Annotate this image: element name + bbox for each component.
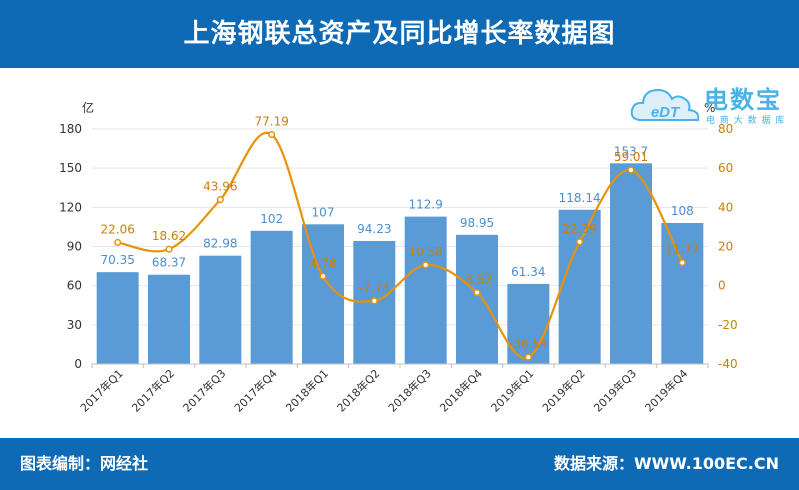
line-point <box>524 353 532 361</box>
right-tick-label: 0 <box>718 279 726 293</box>
bar-series <box>96 163 704 364</box>
left-tick-label: 180 <box>59 122 82 136</box>
left-axis-unit: 亿 <box>82 100 94 115</box>
page-title: 上海钢联总资产及同比增长率数据图 <box>183 19 616 49</box>
bar-value-label: 82.98 <box>203 237 237 251</box>
line-value-label: 59.01 <box>614 150 648 164</box>
line-point <box>370 297 378 305</box>
right-tick-label: -40 <box>718 357 738 371</box>
category-label: 2017年Q2 <box>129 366 178 415</box>
left-tick-label: 60 <box>67 279 82 293</box>
line-point <box>678 259 686 267</box>
line-value-label: 11.77 <box>665 243 699 257</box>
edt-logo: eDT 电数宝 电 商 大 数 据 库 <box>628 74 798 134</box>
line-point <box>576 238 584 246</box>
line-value-label: 22.06 <box>100 222 134 236</box>
bar <box>96 272 139 364</box>
bar-value-label: 98.95 <box>460 216 494 230</box>
line-value-label: 4.78 <box>310 256 337 270</box>
bar <box>558 209 601 364</box>
category-label: 2019年Q3 <box>591 366 640 415</box>
bar <box>610 163 652 364</box>
bar <box>148 274 190 364</box>
bar-value-label: 102 <box>260 212 283 226</box>
grid-lines <box>92 128 708 326</box>
bar <box>661 223 704 364</box>
category-label: 2017年Q3 <box>180 366 229 415</box>
line-value-label: -7.74 <box>359 281 390 295</box>
right-tick-label: 80 <box>718 122 733 136</box>
bar-value-label: 108 <box>671 204 694 218</box>
line-point <box>627 166 635 174</box>
line-value-label: 77.19 <box>254 115 288 129</box>
category-label: 2018年Q3 <box>385 366 434 415</box>
line-point <box>473 289 481 297</box>
bar-value-label: 153.7 <box>614 144 648 158</box>
category-label: 2018年Q1 <box>283 366 332 415</box>
bar-value-label: 112.9 <box>408 198 442 212</box>
right-axis-unit: % <box>704 101 715 115</box>
footer-bar: 图表编制：网经社 数据来源：WWW.100EC.CN <box>0 438 799 490</box>
bar <box>199 255 242 364</box>
right-tick-label: -20 <box>718 318 738 332</box>
bar-value-label: 94.23 <box>357 222 391 236</box>
right-tick-label: 40 <box>718 200 733 214</box>
line-value-label: 43.96 <box>203 180 237 194</box>
category-label: 2019年Q4 <box>642 366 691 415</box>
left-tick-label: 150 <box>59 161 82 175</box>
bar-value-label: 68.37 <box>152 256 186 270</box>
left-tick-label: 0 <box>74 357 82 371</box>
bar <box>250 230 293 364</box>
line-point <box>268 130 276 139</box>
bar-value-label: 118.14 <box>559 191 601 205</box>
header-bar: 上海钢联总资产及同比增长率数据图 <box>0 0 799 68</box>
cloud-logo-icon: eDT <box>630 88 700 121</box>
category-label: 2018年Q4 <box>437 366 486 415</box>
footer-credit: 图表编制：网经社 <box>20 454 149 473</box>
line-point <box>114 238 122 247</box>
logo-brand: 电数宝 <box>704 86 782 114</box>
right-tick-label: 60 <box>718 161 733 175</box>
line-point <box>422 261 430 269</box>
line-point <box>319 272 327 280</box>
line-point <box>216 196 224 204</box>
line-value-label: -3.52 <box>461 273 492 287</box>
category-label: 2019年Q1 <box>488 366 537 415</box>
line-series <box>114 130 686 361</box>
category-label: 2018年Q2 <box>334 366 383 415</box>
bar-value-label: 70.35 <box>100 253 134 267</box>
bar <box>456 234 498 364</box>
data-labels: 70.35 68.37 82.98 102 107 94.23 112.9 98.95 61.3… <box>100 115 699 352</box>
footer-source: 数据来源：WWW.100EC.CN <box>553 454 779 473</box>
category-label: 2019年Q2 <box>539 366 588 415</box>
line-point <box>165 245 173 253</box>
line-value-label: 18.62 <box>152 229 186 243</box>
category-label: 2017年Q4 <box>231 366 280 415</box>
right-tick-label: 20 <box>718 240 733 254</box>
left-tick-label: 120 <box>59 200 82 214</box>
line-value-label: -36.54 <box>509 337 548 351</box>
bar-value-label: 61.34 <box>511 265 545 279</box>
logo-mark-text: eDT <box>651 104 681 121</box>
bar <box>404 216 447 364</box>
line-value-label: 22.39 <box>562 222 596 236</box>
left-tick-label: 90 <box>67 240 82 254</box>
left-tick-label: 30 <box>67 318 82 332</box>
logo-subtitle: 电 商 大 数 据 库 <box>706 116 786 126</box>
bar-value-label: 107 <box>312 205 335 219</box>
category-label: 2017年Q1 <box>77 366 126 415</box>
combo-chart: 0 30 60 90 120 150 180 -40 -20 0 20 40 60 80 亿 % 2017年Q1… <box>59 100 738 415</box>
line-value-label: 10.58 <box>408 245 442 259</box>
